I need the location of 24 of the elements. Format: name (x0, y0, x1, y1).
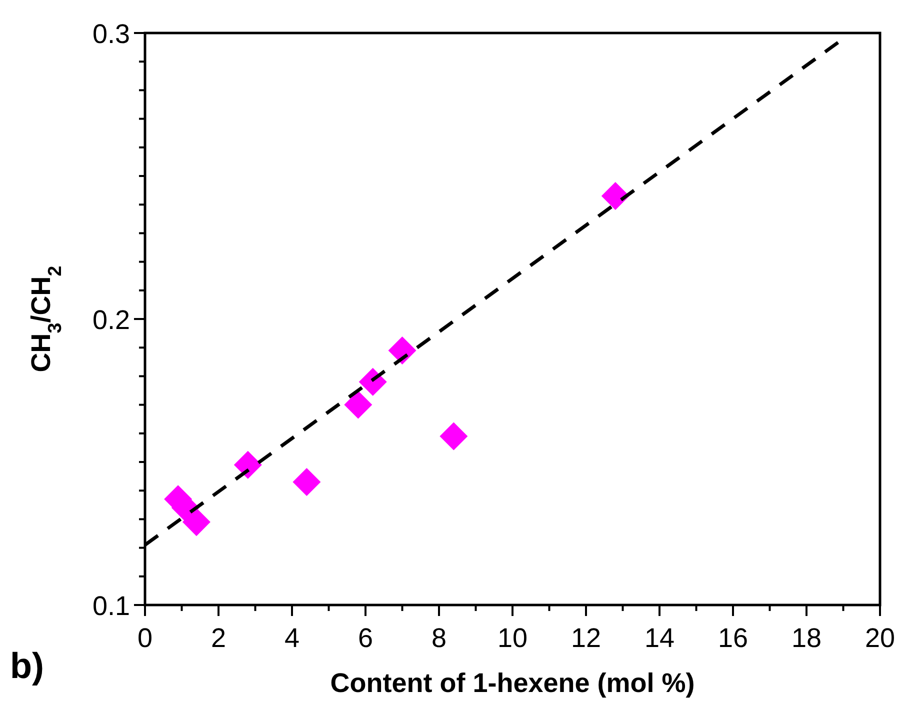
point (182, 508, 210, 536)
x-tick-label: 18 (791, 623, 822, 653)
x-tick-label: 20 (864, 623, 896, 653)
point (440, 422, 468, 450)
x-axis-title: Content of 1-hexene (mol %) (330, 668, 695, 698)
point (601, 182, 630, 210)
x-tick-label: 0 (137, 623, 153, 653)
x-tick-label: 8 (431, 623, 447, 653)
x-tick-label: 6 (358, 623, 374, 653)
x-tick-label: 10 (497, 623, 528, 653)
x-tick-label: 16 (718, 623, 748, 653)
point (234, 450, 262, 479)
point (292, 468, 321, 496)
point (358, 368, 387, 396)
x-tick-label: 14 (644, 623, 675, 653)
text: b) (10, 645, 44, 686)
x-tick-label: 4 (284, 623, 300, 653)
y-tick-label: 0.2 (92, 305, 130, 335)
y-tick-label: 0.3 (92, 19, 130, 49)
x-tick-label: 2 (210, 623, 226, 653)
y-tick-label: 0.1 (92, 591, 130, 621)
point (344, 390, 372, 419)
x-tick-label: 12 (570, 623, 602, 653)
point (388, 336, 416, 364)
